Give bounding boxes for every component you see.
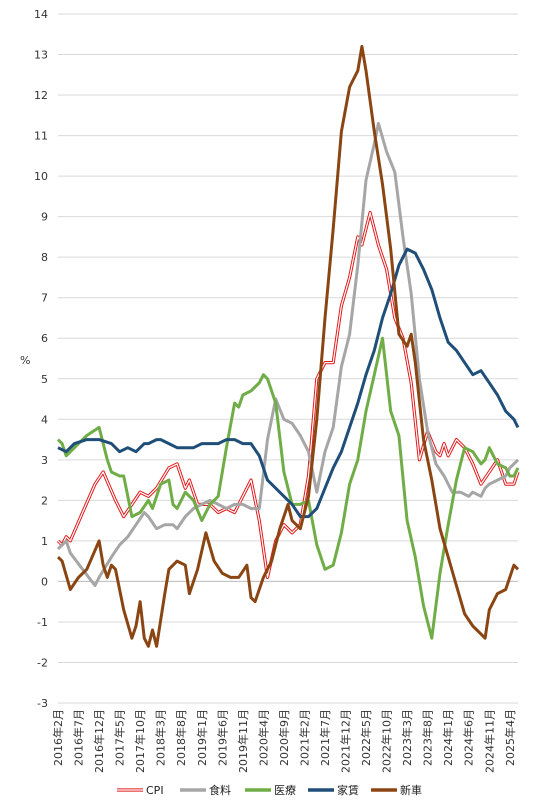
series-line-3 bbox=[57, 247, 520, 519]
x-tick-label: 2018年8月 bbox=[174, 709, 188, 766]
gridlines bbox=[58, 13, 518, 704]
legend-label-1: 食料 bbox=[209, 783, 231, 797]
x-tick: 2016年12月 bbox=[92, 709, 106, 773]
series-lines bbox=[56, 44, 520, 648]
x-tick-label: 2016年7月 bbox=[72, 709, 86, 766]
x-tick: 2021年2月 bbox=[297, 709, 311, 766]
y-tick-label: 9 bbox=[41, 211, 48, 224]
x-tick: 2020年9月 bbox=[277, 709, 291, 766]
y-tick-label: 7 bbox=[41, 292, 48, 305]
x-tick: 2017年5月 bbox=[113, 709, 127, 766]
x-tick-label: 2022年10月 bbox=[380, 709, 394, 773]
x-tick: 2022年10月 bbox=[380, 709, 394, 773]
x-tick: 2024年6月 bbox=[462, 709, 476, 766]
x-tick: 2018年8月 bbox=[174, 709, 188, 766]
legend-label-0: CPI bbox=[146, 784, 164, 797]
x-tick: 2017年10月 bbox=[133, 709, 147, 773]
x-tick: 2023年8月 bbox=[421, 709, 435, 766]
x-tick-label: 2021年12月 bbox=[339, 709, 353, 773]
x-tick: 2021年12月 bbox=[339, 709, 353, 773]
x-tick-label: 2024年11月 bbox=[482, 709, 496, 773]
legend: CPI 食料 医療 家賃 新車 bbox=[117, 783, 422, 797]
x-tick-label: 2020年4月 bbox=[256, 709, 270, 766]
y-tick-label: -1 bbox=[37, 616, 48, 629]
x-tick: 2022年5月 bbox=[359, 709, 373, 766]
y-tick-label: -2 bbox=[37, 656, 48, 669]
y-tick-label: 8 bbox=[41, 251, 48, 264]
x-tick: 2025年4月 bbox=[503, 709, 517, 766]
x-tick: 2019年11月 bbox=[236, 709, 250, 773]
x-tick: 2023年3月 bbox=[400, 709, 414, 766]
x-tick-label: 2016年12月 bbox=[92, 709, 106, 773]
y-tick-label: 5 bbox=[41, 373, 48, 386]
x-tick: 2021年7月 bbox=[318, 709, 332, 766]
y-tick-label: 14 bbox=[34, 8, 48, 21]
x-tick-label: 2023年3月 bbox=[400, 709, 414, 766]
x-axis-tick-labels: 2016年2月 2016年7月 2016年12月 2017年5月 2017年10月 201… bbox=[51, 709, 517, 773]
x-tick-label: 2024年6月 bbox=[462, 709, 476, 766]
x-tick: 2019年1月 bbox=[195, 709, 209, 766]
y-tick-label: 13 bbox=[34, 49, 48, 62]
x-tick: 2019年6月 bbox=[215, 709, 229, 766]
legend-label-4: 新車 bbox=[400, 783, 422, 797]
x-tick-label: 2023年8月 bbox=[421, 709, 435, 766]
x-tick-label: 2025年4月 bbox=[503, 709, 517, 766]
x-tick-label: 2019年1月 bbox=[195, 709, 209, 766]
series-line-4 bbox=[56, 44, 520, 648]
legend-label-3: 家賃 bbox=[337, 783, 359, 797]
x-tick: 2016年7月 bbox=[72, 709, 86, 766]
y-axis-label: % bbox=[20, 354, 30, 367]
x-tick: 2018年3月 bbox=[154, 709, 168, 766]
x-tick-label: 2018年3月 bbox=[154, 709, 168, 766]
x-tick: 2024年11月 bbox=[482, 709, 496, 773]
x-tick: 2024年1月 bbox=[441, 709, 455, 766]
series-line-2 bbox=[56, 336, 520, 640]
x-tick-label: 2021年2月 bbox=[297, 709, 311, 766]
x-tick-label: 2020年9月 bbox=[277, 709, 291, 766]
y-tick-label: 4 bbox=[41, 413, 48, 426]
y-tick-label: 2 bbox=[41, 494, 48, 507]
series-line-1 bbox=[56, 121, 520, 587]
x-tick-label: 2024年1月 bbox=[441, 709, 455, 766]
y-tick-label: 1 bbox=[41, 535, 48, 548]
y-tick-label: 3 bbox=[41, 454, 48, 467]
x-tick-label: 2019年6月 bbox=[215, 709, 229, 766]
y-tick-label: 12 bbox=[34, 89, 48, 102]
x-tick-label: 2019年11月 bbox=[236, 709, 250, 773]
x-tick: 2016年2月 bbox=[51, 709, 65, 766]
x-tick-label: 2021年7月 bbox=[318, 709, 332, 766]
x-tick-label: 2016年2月 bbox=[51, 709, 65, 766]
y-tick-label: 10 bbox=[34, 170, 48, 183]
x-tick-label: 2017年5月 bbox=[113, 709, 127, 766]
legend-label-2: 医療 bbox=[274, 783, 296, 797]
y-tick-label: 6 bbox=[41, 332, 48, 345]
x-tick-label: 2022年5月 bbox=[359, 709, 373, 766]
x-tick-label: 2017年10月 bbox=[133, 709, 147, 773]
y-tick-label: 11 bbox=[34, 130, 48, 143]
y-tick-label: 0 bbox=[41, 575, 48, 588]
y-tick-label: -3 bbox=[37, 697, 48, 710]
x-tick: 2020年4月 bbox=[256, 709, 270, 766]
